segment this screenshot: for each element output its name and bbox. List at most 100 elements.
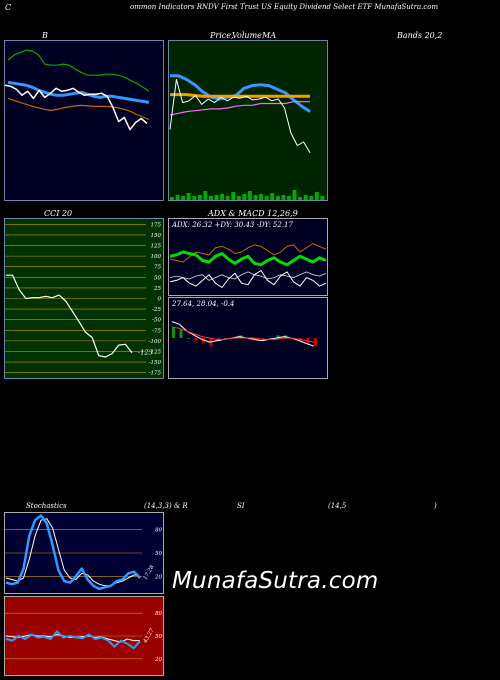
price-volume-panel (168, 40, 328, 201)
ma-line-blue (170, 74, 311, 113)
stochastics-label: Stochastics (26, 502, 67, 510)
cci-line (6, 274, 133, 358)
volume-bar (186, 193, 191, 200)
volume-bar (259, 194, 263, 200)
stochastics-k-line (5, 514, 141, 591)
minus-di-line (169, 271, 327, 281)
volume-label: Volume (232, 31, 262, 40)
macd-panel (168, 297, 328, 379)
stochastics-params-label: (14,3,3) & R (144, 502, 188, 510)
stochastics-tick-label: 50 (155, 551, 162, 557)
rsi-tick-label: 50 (155, 634, 162, 640)
price-line (169, 78, 311, 153)
ma-label: MA (262, 31, 276, 40)
rsi-close-label: ) (434, 502, 437, 510)
cci-tick-label: 75 (154, 265, 161, 271)
bollinger-panel (4, 40, 164, 201)
rsi-line (5, 630, 141, 650)
cci-tick-label: 175 (151, 222, 162, 228)
cci-tick-label: -125 (149, 349, 162, 355)
brand-watermark: MunafaSutra.com (172, 568, 379, 594)
header-c-letter: C (5, 3, 12, 12)
volume-bar (253, 195, 258, 200)
volume-bar (303, 195, 308, 200)
cci-tick-label: -50 (152, 318, 161, 324)
adx-panel (168, 218, 328, 296)
volume-bar (292, 190, 297, 200)
bands-label: B (42, 31, 48, 40)
macd-histogram-bar (224, 338, 228, 339)
stochastics-tick-label: 80 (155, 528, 162, 534)
cci-tick-label: 0 (158, 297, 162, 303)
cci-tick-label: -25 (152, 307, 161, 313)
plus-di-line (169, 243, 327, 263)
cci-tick-label: 125 (151, 244, 162, 250)
volume-bar (320, 196, 325, 200)
cci-chart: 175 150 125 100 75 50 25 0 -25 -50 -75 -100 -125 -150… (4, 218, 164, 379)
cci-tick-label: -150 (149, 360, 162, 366)
volume-bar (264, 196, 269, 200)
volume-bar (220, 194, 224, 200)
rsi-tick-label: 20 (154, 657, 162, 663)
cci-tick-label: 100 (151, 254, 162, 260)
volume-bar (225, 196, 230, 200)
volume-bar (175, 195, 180, 200)
price-label: Price, (210, 31, 234, 40)
macd-histogram-bar (201, 338, 205, 344)
adx-chart (168, 218, 328, 296)
volume-bar (192, 196, 197, 200)
bollinger-chart (4, 40, 164, 201)
volume-bar (231, 192, 236, 200)
price-line (4, 84, 148, 131)
adx-line (169, 250, 327, 267)
stochastics-tick-label: 20 (154, 574, 162, 580)
price-volume-chart (168, 40, 328, 201)
macd-histogram-bar (186, 338, 190, 339)
volume-bar (203, 191, 208, 200)
volume-bar (309, 196, 314, 200)
volume-bar (270, 193, 275, 200)
macd-histogram-bar (172, 327, 175, 338)
cci-tick-label: -100 (149, 339, 162, 345)
panel-background (4, 40, 164, 201)
volume-bar (248, 191, 252, 200)
macd-histogram-bar (179, 329, 183, 338)
volume-bar (209, 196, 213, 200)
volume-bar (298, 197, 302, 200)
macd-histogram-bar (194, 338, 198, 341)
upper-band-line (7, 49, 150, 92)
volume-bar (214, 195, 219, 200)
cci-tick-label: 50 (154, 275, 161, 281)
cci-tick-label: -75 (152, 328, 161, 334)
cci-tick-label: 25 (153, 286, 161, 292)
macd-readout: 27.64, 28.04, -0.4 (172, 300, 235, 308)
cci-value-label: -123 (138, 349, 153, 357)
cci-tick-label: 150 (151, 233, 162, 239)
cci-label: CCI 20 (44, 209, 73, 218)
bands-params-label: Bands 20,2 (397, 31, 443, 40)
macd-histogram-bar (314, 338, 317, 347)
adx-readout: ADX: 26.32 +DY: 30.43 -DY: 52.17 (172, 221, 293, 229)
macd-chart (168, 297, 328, 379)
stochastics-panel: 80 50 20 17.28 (4, 512, 164, 594)
macd-histogram-bar (269, 338, 273, 339)
ma-line-orange (170, 93, 310, 98)
macd-histogram-bar (276, 335, 280, 338)
rsi-si-label: SI (237, 502, 245, 510)
volume-bar (170, 197, 174, 200)
adx-macd-label: ADX & MACD 12,26,9 (208, 209, 298, 218)
macd-signal-line (171, 326, 315, 343)
ma-line-pink (169, 101, 310, 116)
lower-band-line (7, 97, 150, 121)
volume-bar (275, 196, 280, 200)
rsi-params-label: (14,5 (328, 502, 347, 510)
panel-background (168, 40, 328, 201)
adx-secondary-line (169, 270, 327, 288)
volume-bar (281, 195, 286, 200)
rsi-panel: 80 50 20 43.27 (4, 596, 164, 676)
volume-bar (314, 192, 319, 200)
volume-bar (287, 196, 291, 200)
volume-bar (236, 196, 241, 200)
